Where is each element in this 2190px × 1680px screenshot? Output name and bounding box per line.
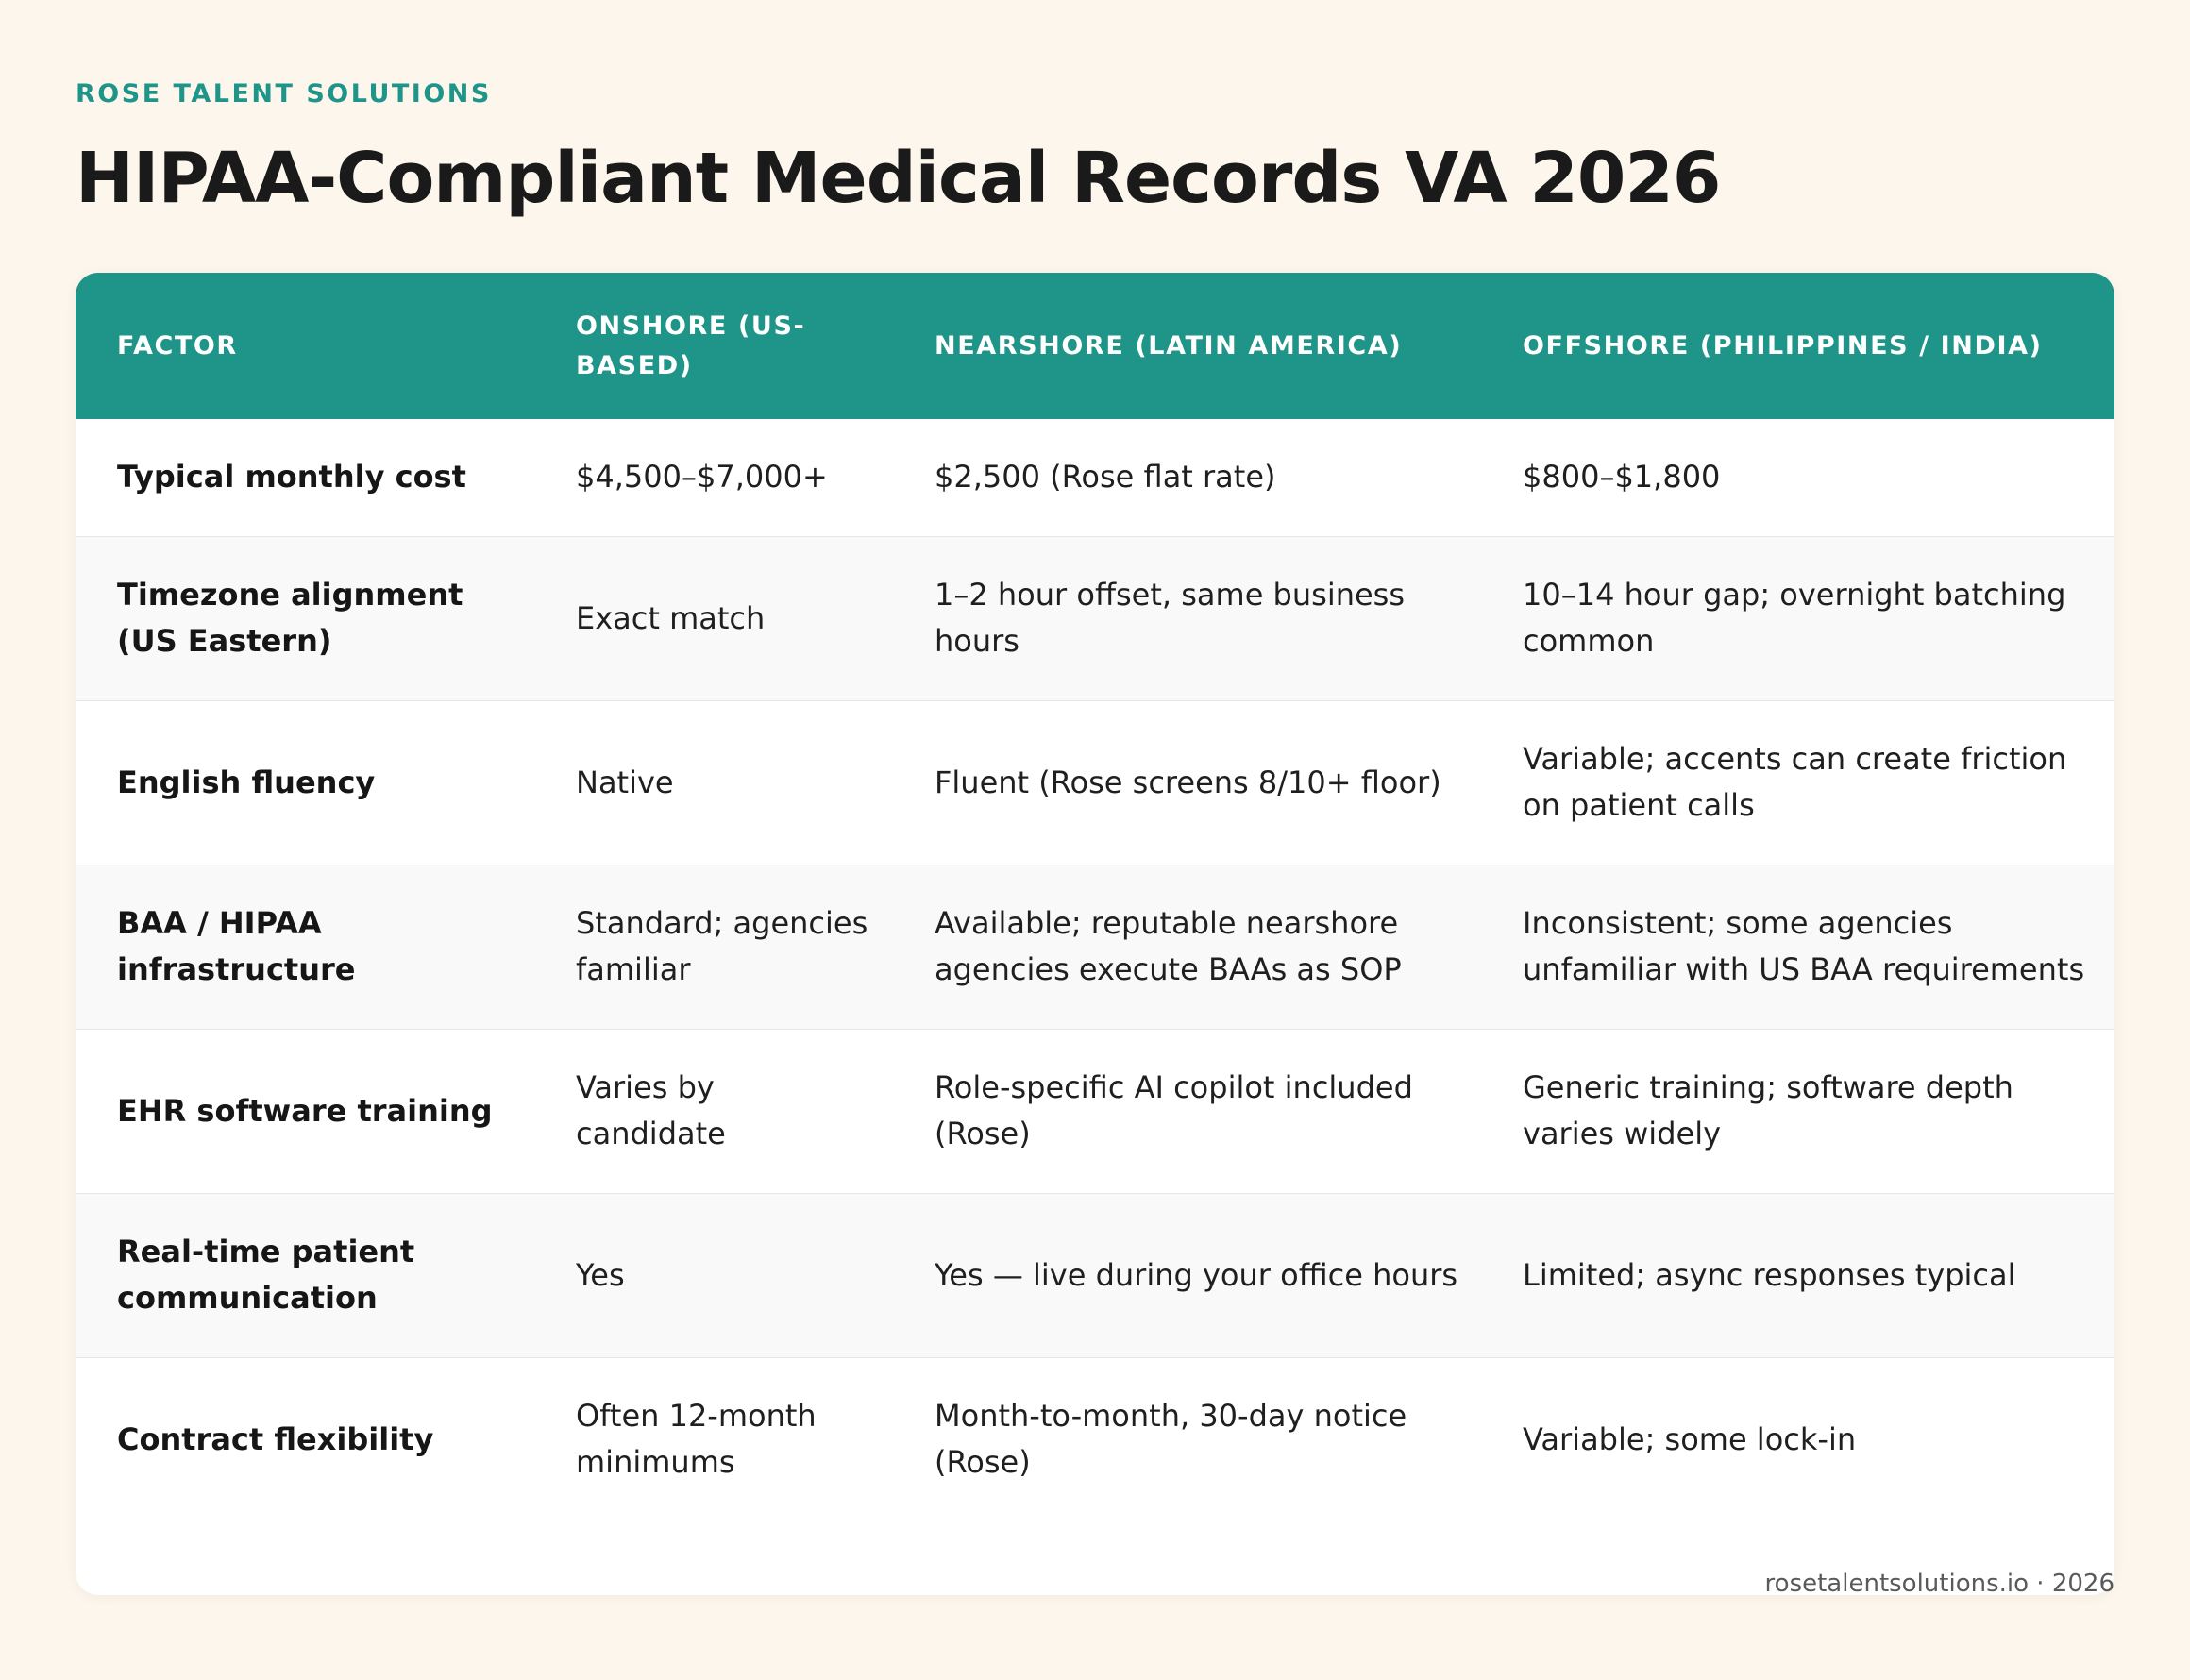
- comparison-table-card: FACTOR ONSHORE (US-BASED) NEARSHORE (LAT…: [76, 273, 2114, 1595]
- factor-cell: BAA / HIPAA infrastructure: [117, 905, 356, 987]
- column-header-onshore: ONSHORE (US-BASED): [576, 311, 806, 380]
- nearshore-cell: Yes — live during your office hours: [935, 1256, 1458, 1293]
- offshore-cell: Variable; some lock-in: [1523, 1420, 1857, 1457]
- table-row: Timezone alignment (US Eastern) Exact ma…: [76, 536, 2114, 700]
- onshore-cell: $4,500–$7,000+: [576, 459, 828, 496]
- table-row: Real-time patient communication Yes Yes …: [76, 1193, 2114, 1357]
- onshore-cell: Standard; agencies familiar: [576, 905, 868, 987]
- column-header-offshore: OFFSHORE (PHILIPPINES / INDIA): [1523, 330, 2043, 361]
- offshore-cell: Limited; async responses typical: [1523, 1256, 2016, 1293]
- column-header-nearshore: NEARSHORE (LATIN AMERICA): [935, 330, 1403, 361]
- table-body: Typical monthly cost $4,500–$7,000+ $2,5…: [76, 419, 2114, 1521]
- factor-cell: English fluency: [117, 764, 376, 800]
- offshore-cell: 10–14 hour gap; overnight batching commo…: [1523, 577, 2066, 659]
- onshore-cell: Yes: [576, 1256, 625, 1293]
- nearshore-cell: Month-to-month, 30-day notice (Rose): [935, 1398, 1407, 1481]
- factor-cell: Real-time patient communication: [117, 1234, 415, 1316]
- nearshore-cell: Available; reputable nearshore agencies …: [935, 905, 1402, 987]
- factor-cell: Contract flexibility: [117, 1420, 434, 1457]
- nearshore-cell: Role-specific AI copilot included (Rose): [935, 1069, 1413, 1151]
- table-row: BAA / HIPAA infrastructure Standard; age…: [76, 865, 2114, 1029]
- offshore-cell: Variable; accents can create friction on…: [1523, 741, 2067, 823]
- page-title: HIPAA-Compliant Medical Records VA 2026: [76, 138, 1721, 219]
- onshore-cell: Often 12-month minimums: [576, 1398, 817, 1481]
- nearshore-cell: Fluent (Rose screens 8/10+ floor): [935, 764, 1441, 800]
- comparison-table: FACTOR ONSHORE (US-BASED) NEARSHORE (LAT…: [76, 273, 2114, 1521]
- table-header-row: FACTOR ONSHORE (US-BASED) NEARSHORE (LAT…: [76, 273, 2114, 419]
- offshore-cell: Generic training; software depth varies …: [1523, 1069, 2013, 1151]
- page: ROSE TALENT SOLUTIONS HIPAA-Compliant Me…: [76, 74, 2114, 221]
- factor-cell: EHR software training: [117, 1092, 493, 1129]
- table-row: EHR software training Varies by candidat…: [76, 1029, 2114, 1193]
- onshore-cell: Varies by candidate: [576, 1069, 726, 1151]
- table-header: FACTOR ONSHORE (US-BASED) NEARSHORE (LAT…: [76, 273, 2114, 419]
- offshore-cell: $800–$1,800: [1523, 459, 1721, 496]
- table-row: Contract flexibility Often 12-month mini…: [76, 1357, 2114, 1521]
- column-header-factor: FACTOR: [117, 330, 238, 361]
- nearshore-cell: 1–2 hour offset, same business hours: [935, 577, 1406, 659]
- footer-credit: rosetalentsolutions.io · 2026: [1764, 1570, 2114, 1598]
- factor-cell: Timezone alignment (US Eastern): [117, 577, 463, 659]
- onshore-cell: Native: [576, 764, 674, 800]
- offshore-cell: Inconsistent; some agencies unfamiliar w…: [1523, 905, 2085, 987]
- onshore-cell: Exact match: [576, 599, 766, 636]
- table-row: English fluency Native Fluent (Rose scre…: [76, 700, 2114, 865]
- nearshore-cell: $2,500 (Rose flat rate): [935, 459, 1276, 496]
- brand-name: ROSE TALENT SOLUTIONS: [76, 79, 492, 109]
- factor-cell: Typical monthly cost: [117, 459, 466, 496]
- table-row: Typical monthly cost $4,500–$7,000+ $2,5…: [76, 419, 2114, 536]
